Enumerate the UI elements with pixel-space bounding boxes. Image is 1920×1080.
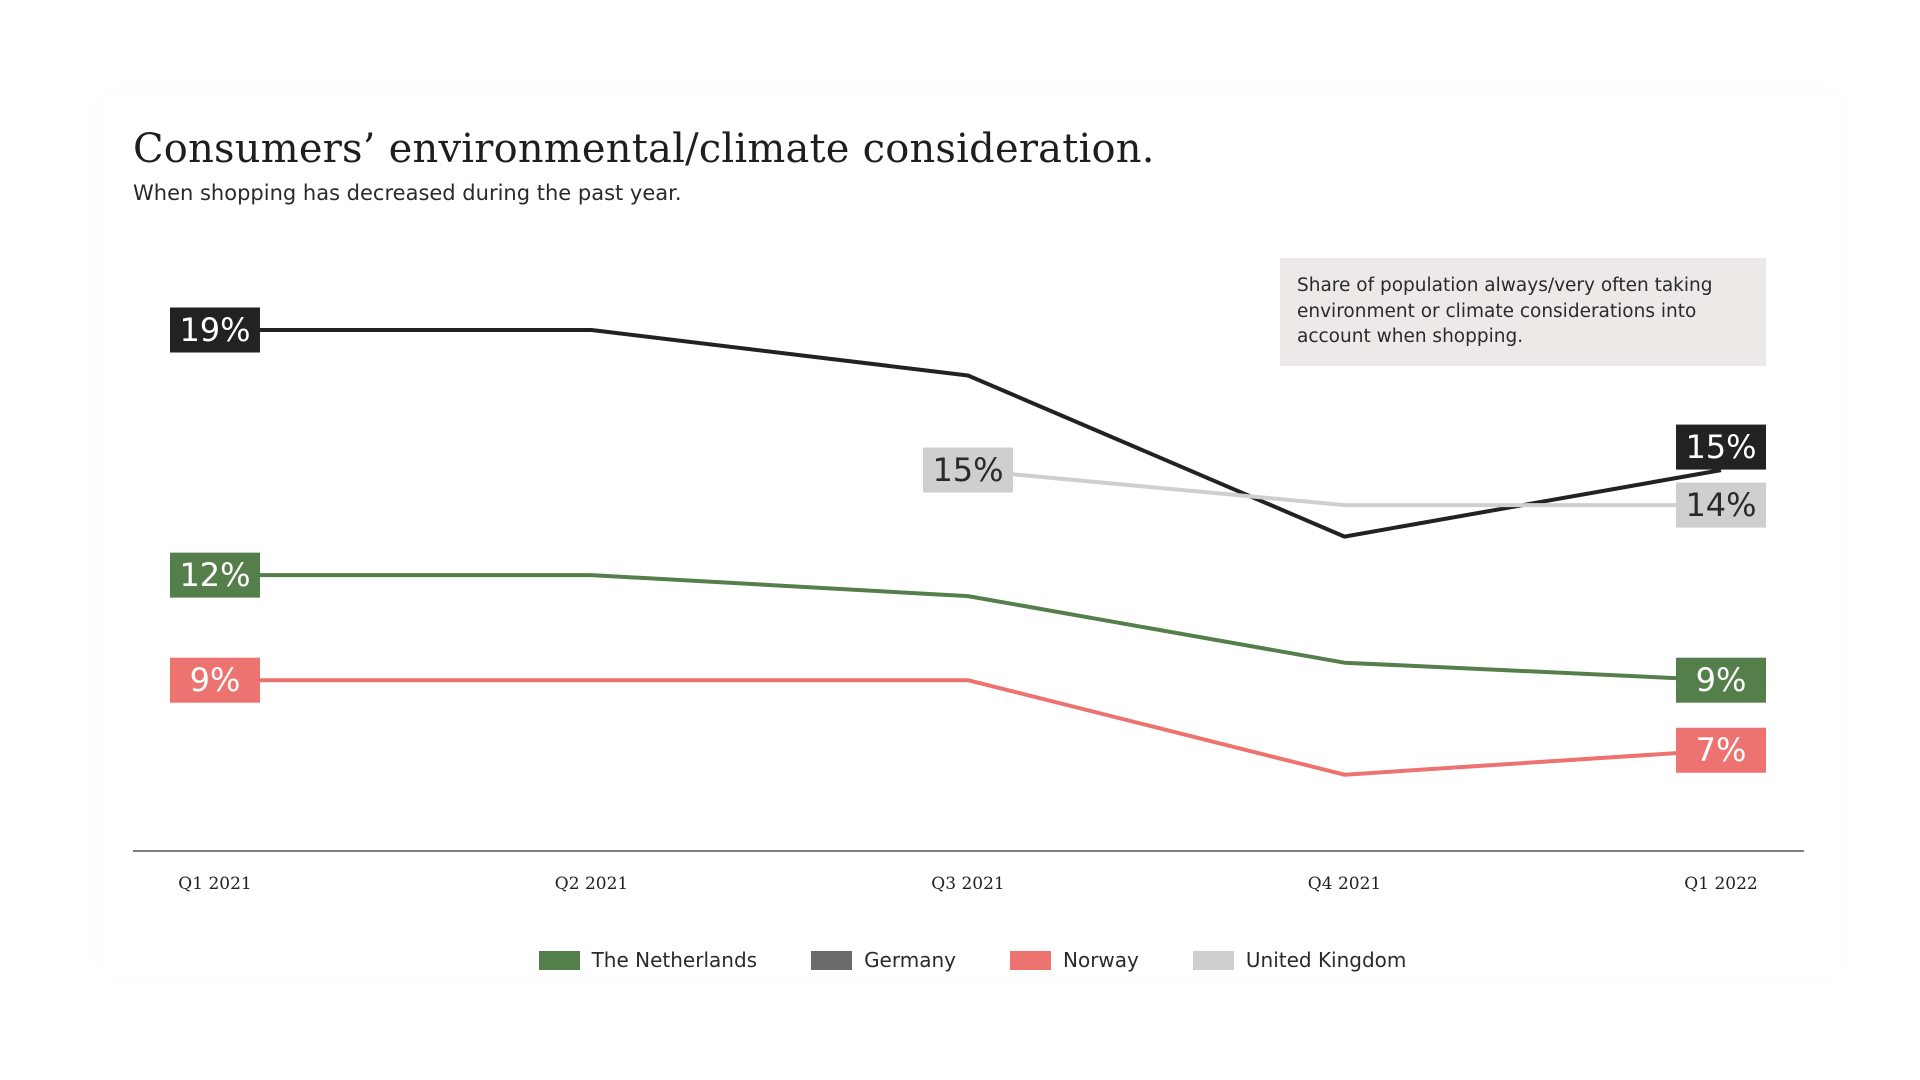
legend-swatch [1010,950,1051,970]
data-label-text: 9% [190,661,241,699]
x-tick-labels: Q1 2021 Q2 2021 Q3 2021 Q4 2021 Q1 2022 [178,874,1757,894]
series-lines [215,328,1722,777]
data-label-text: 12% [179,556,250,594]
chart-card [100,93,1840,973]
chart-subtitle: When shopping has decreased during the p… [133,181,682,205]
data-label-germany: 15% [1676,424,1766,470]
legend-item-norway: Norway [1010,948,1139,972]
data-label-box [170,307,260,353]
data-label-text: 15% [1685,428,1756,466]
data-label-text: 9% [1696,661,1747,699]
data-label-the-netherlands: 12% [170,552,260,598]
data-label-norway: 7% [1676,727,1766,773]
x-tick-label: Q4 2021 [1308,874,1381,894]
series-line-norway [215,678,1722,777]
x-tick-label: Q3 2021 [931,874,1004,894]
data-label-box [1676,657,1766,703]
x-tick-label: Q1 2022 [1684,874,1757,894]
legend-item-united-kingdom: United Kingdom [1192,948,1407,972]
data-label-box [1676,482,1766,528]
data-labels: 19% 15% 15% 14% 12% 9% 9% 7% [170,307,1766,773]
data-label-united-kingdom: 14% [1676,482,1766,528]
data-label-box [170,552,260,598]
series-line-germany [215,328,1722,539]
x-tick-label: Q2 2021 [555,874,628,894]
legend-swatch [811,950,853,970]
legend-swatch [538,950,580,970]
legend-swatch [1192,950,1234,970]
data-label-germany: 19% [170,307,260,353]
chart-annotation-note: Share of population always/very often ta… [1280,258,1766,366]
legend-label: Germany [864,948,956,972]
legend-label: Norway [1063,948,1139,972]
data-label-box [923,447,1013,493]
legend-label: The Netherlands [591,948,758,972]
legend-label: United Kingdom [1245,948,1407,972]
legend: The Netherlands Germany Norway United Kingd… [0,948,1920,972]
data-label-norway: 9% [170,657,260,703]
data-label-united-kingdom: 15% [923,447,1013,493]
legend-item-the-netherlands: The Netherlands [538,948,758,972]
chart-title: Consumers’ environmental/climate conside… [133,126,1155,172]
data-label-box [1676,424,1766,470]
series-line-the-netherlands [215,573,1722,683]
series-line-united-kingdom [967,468,1721,508]
data-label-text: 15% [932,451,1003,489]
data-label-text: 19% [179,311,250,349]
data-label-box [170,657,260,703]
x-tick-label: Q1 2021 [178,874,251,894]
legend-item-germany: Germany [811,948,956,972]
data-label-box [1676,727,1766,773]
data-label-the-netherlands: 9% [1676,657,1766,703]
data-label-text: 14% [1685,486,1756,524]
data-label-text: 7% [1696,731,1747,769]
